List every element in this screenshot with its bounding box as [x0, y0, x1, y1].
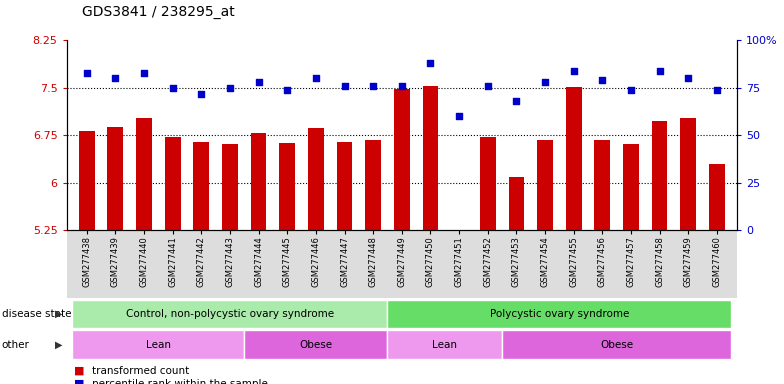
- Bar: [394, 89, 410, 230]
- Text: Obese: Obese: [299, 339, 332, 350]
- Text: ■: ■: [74, 366, 85, 376]
- Point: [195, 91, 208, 97]
- Point: [338, 83, 350, 89]
- Point: [510, 98, 523, 104]
- Text: other: other: [2, 339, 30, 350]
- Bar: [308, 128, 324, 230]
- Point: [109, 75, 122, 81]
- Text: Polycystic ovary syndrome: Polycystic ovary syndrome: [490, 309, 629, 319]
- Text: Control, non-polycystic ovary syndrome: Control, non-polycystic ovary syndrome: [126, 309, 334, 319]
- Text: percentile rank within the sample: percentile rank within the sample: [92, 379, 267, 384]
- Bar: [279, 143, 295, 230]
- Point: [138, 70, 151, 76]
- Point: [223, 85, 236, 91]
- Point: [625, 87, 637, 93]
- Bar: [79, 131, 95, 230]
- Point: [682, 75, 695, 81]
- Point: [81, 70, 93, 76]
- Bar: [423, 86, 438, 230]
- Bar: [194, 142, 209, 230]
- Text: ■: ■: [74, 379, 85, 384]
- Point: [539, 79, 551, 85]
- Bar: [509, 177, 524, 230]
- Point: [395, 83, 408, 89]
- Text: transformed count: transformed count: [92, 366, 189, 376]
- Bar: [336, 142, 352, 230]
- Point: [710, 87, 723, 93]
- Point: [568, 68, 580, 74]
- Bar: [251, 133, 267, 230]
- Bar: [681, 118, 696, 230]
- Text: Lean: Lean: [146, 339, 171, 350]
- Bar: [594, 140, 610, 230]
- Point: [596, 77, 608, 83]
- Point: [481, 83, 494, 89]
- Text: Obese: Obese: [600, 339, 633, 350]
- Bar: [365, 140, 381, 230]
- Bar: [222, 144, 238, 230]
- Text: Lean: Lean: [432, 339, 457, 350]
- Point: [453, 113, 466, 119]
- Bar: [623, 144, 639, 230]
- Bar: [566, 86, 582, 230]
- Point: [367, 83, 379, 89]
- Bar: [480, 137, 495, 230]
- Bar: [652, 121, 667, 230]
- Point: [653, 68, 666, 74]
- Bar: [136, 118, 152, 230]
- Bar: [537, 141, 553, 230]
- Text: GDS3841 / 238295_at: GDS3841 / 238295_at: [82, 5, 235, 19]
- Text: disease state: disease state: [2, 309, 71, 319]
- Text: ▶: ▶: [55, 339, 63, 350]
- Point: [310, 75, 322, 81]
- Bar: [165, 137, 180, 230]
- Point: [281, 87, 293, 93]
- Bar: [107, 127, 123, 230]
- Point: [424, 60, 437, 66]
- Bar: [709, 164, 724, 230]
- Point: [166, 85, 179, 91]
- Text: ▶: ▶: [55, 309, 63, 319]
- Point: [252, 79, 265, 85]
